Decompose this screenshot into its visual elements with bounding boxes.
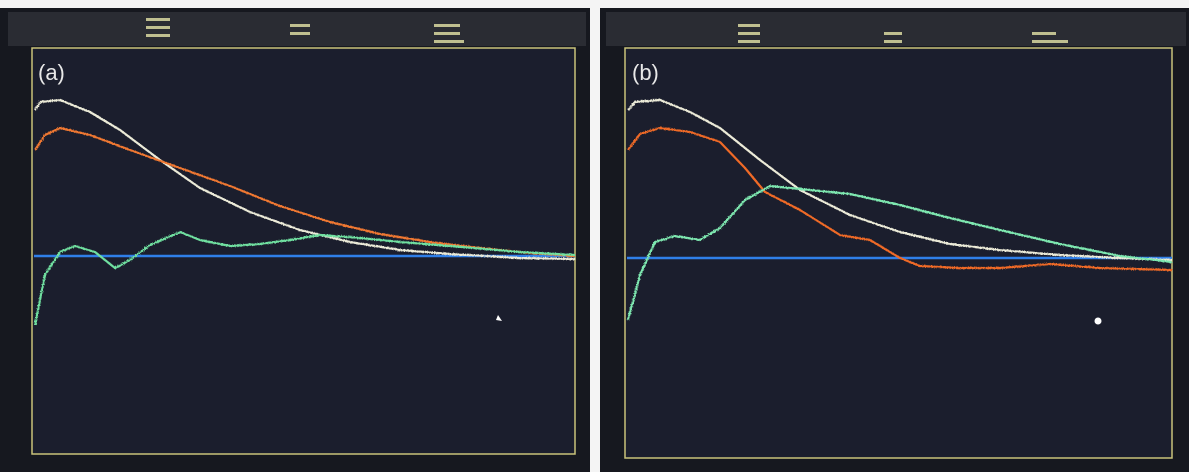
- panel-b: (b): [600, 8, 1189, 472]
- green-trace: [626, 184, 1173, 321]
- header-bar: [8, 12, 586, 46]
- white-trace: [34, 98, 576, 261]
- plot-area: [624, 47, 1173, 459]
- green-trace: [33, 230, 576, 326]
- header-ticks: [146, 18, 464, 43]
- white-trace: [627, 98, 1173, 262]
- cursor: [496, 315, 502, 321]
- cursor: [1094, 317, 1102, 325]
- orange-trace: [627, 126, 1173, 272]
- panel-a: (a): [0, 8, 590, 472]
- panel-label: (a): [38, 60, 65, 85]
- panel-label: (b): [632, 60, 659, 85]
- plot-area: [31, 47, 576, 455]
- header-ticks: [738, 24, 1068, 43]
